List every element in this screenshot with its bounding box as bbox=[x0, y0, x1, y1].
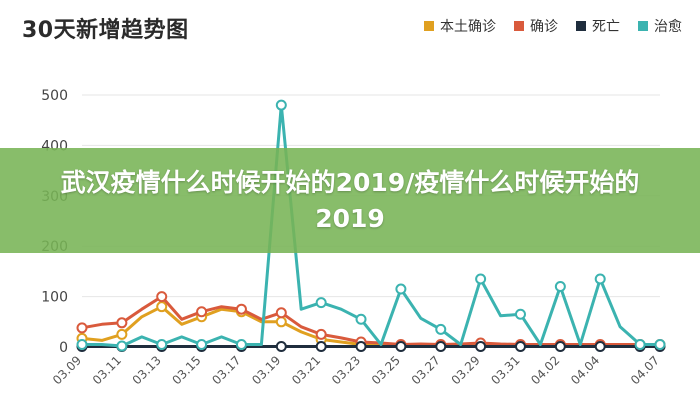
x-tick-label: 03.09 bbox=[50, 353, 84, 387]
x-tick-label: 03.11 bbox=[90, 353, 124, 387]
x-tick-label: 03.17 bbox=[209, 353, 243, 387]
x-tick-label: 04.07 bbox=[628, 353, 662, 387]
data-point bbox=[554, 340, 566, 352]
legend-item: 确诊 bbox=[514, 16, 558, 36]
y-tick-label: 0 bbox=[59, 340, 68, 356]
series-line bbox=[82, 103, 660, 348]
data-point bbox=[156, 291, 168, 303]
data-point bbox=[435, 340, 447, 352]
data-point bbox=[395, 340, 407, 352]
data-point bbox=[116, 317, 128, 329]
legend-item: 本土确诊 bbox=[424, 16, 496, 36]
x-tick-label: 03.15 bbox=[170, 353, 204, 387]
data-point bbox=[275, 99, 287, 111]
data-point bbox=[275, 340, 287, 352]
y-tick-label: 500 bbox=[41, 88, 68, 104]
data-point bbox=[514, 308, 526, 320]
data-point bbox=[435, 323, 447, 335]
data-point bbox=[116, 340, 128, 352]
data-point bbox=[395, 283, 407, 295]
legend-label: 死亡 bbox=[592, 19, 620, 35]
legend-swatch bbox=[514, 21, 524, 31]
y-tick-label: 100 bbox=[41, 290, 68, 306]
data-point bbox=[196, 306, 208, 318]
data-point bbox=[76, 322, 88, 334]
data-point bbox=[275, 316, 287, 328]
x-tick-label: 03.31 bbox=[488, 353, 522, 387]
data-point bbox=[355, 340, 367, 352]
data-point bbox=[315, 328, 327, 340]
data-point bbox=[654, 338, 666, 350]
x-tick-label: 04.04 bbox=[568, 353, 602, 387]
data-point bbox=[514, 340, 526, 352]
data-point bbox=[156, 338, 168, 350]
x-tick-label: 03.19 bbox=[249, 353, 283, 387]
chart-title: 30天新增趋势图 bbox=[22, 18, 189, 43]
data-point bbox=[315, 297, 327, 309]
data-point bbox=[475, 273, 487, 285]
legend-swatch bbox=[424, 21, 434, 31]
x-tick-label: 03.23 bbox=[329, 353, 363, 387]
overlay-title: 武汉疫情什么时候开始的2019/疫情什么时候开始的2019 bbox=[60, 167, 640, 233]
data-point bbox=[116, 328, 128, 340]
legend-label: 本土确诊 bbox=[440, 19, 496, 35]
legend-swatch bbox=[576, 21, 586, 31]
data-point bbox=[315, 340, 327, 352]
data-point bbox=[594, 340, 606, 352]
x-tick-label: 03.13 bbox=[130, 353, 164, 387]
data-point bbox=[634, 338, 646, 350]
data-point bbox=[235, 338, 247, 350]
data-point bbox=[475, 340, 487, 352]
x-tick-label: 04.02 bbox=[528, 353, 562, 387]
x-tick-label: 03.29 bbox=[449, 353, 483, 387]
data-point bbox=[156, 301, 168, 313]
x-tick-label: 03.21 bbox=[289, 353, 323, 387]
x-tick-label: 03.25 bbox=[369, 353, 403, 387]
data-point bbox=[235, 303, 247, 315]
legend-label: 确诊 bbox=[530, 19, 558, 35]
legend: 本土确诊 确诊 死亡 治愈 bbox=[424, 16, 682, 36]
data-point bbox=[594, 273, 606, 285]
data-point bbox=[196, 338, 208, 350]
legend-label: 治愈 bbox=[654, 19, 682, 35]
legend-swatch bbox=[638, 21, 648, 31]
data-point bbox=[76, 338, 88, 350]
x-tick-label: 03.27 bbox=[409, 353, 443, 387]
data-point bbox=[275, 307, 287, 319]
legend-item: 死亡 bbox=[576, 16, 620, 36]
overlay-banner: 武汉疫情什么时候开始的2019/疫情什么时候开始的2019 bbox=[0, 148, 700, 253]
data-point bbox=[554, 281, 566, 293]
legend-item: 治愈 bbox=[638, 16, 682, 36]
data-point bbox=[355, 313, 367, 325]
